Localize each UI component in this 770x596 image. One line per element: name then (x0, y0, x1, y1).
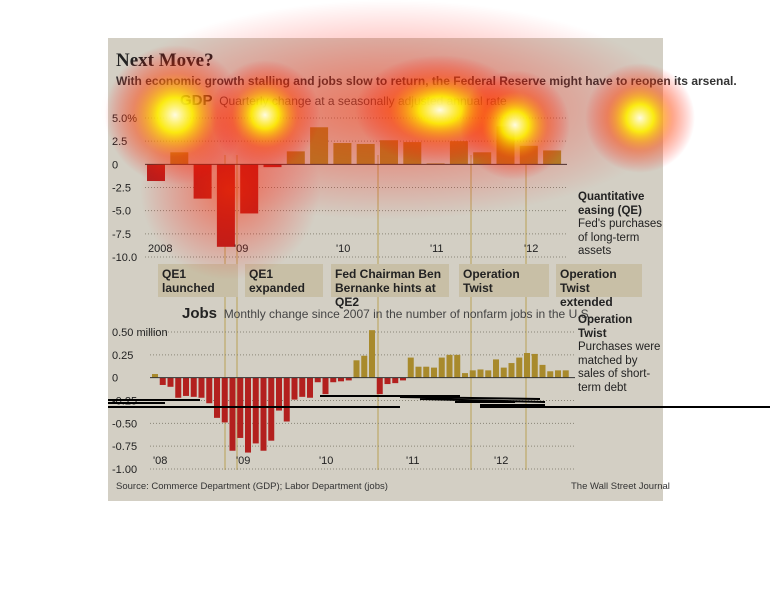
jobs-bar (314, 377, 321, 383)
jobs-bar (353, 360, 360, 378)
jobs-bar (175, 377, 182, 398)
jobs-bar (345, 377, 352, 381)
jobs-bar (407, 357, 414, 378)
jobs-bar (214, 377, 220, 418)
jobs-bar (322, 377, 329, 395)
jobs-bar (539, 364, 546, 378)
jobs-bar (555, 370, 561, 378)
jobs-title: Jobs (182, 305, 218, 322)
jobs-heading: Jobs Monthly change since 2007 in the nu… (182, 305, 592, 322)
jobs-bar (384, 377, 391, 385)
jobs-bar (493, 359, 499, 378)
jobs-bar (469, 370, 476, 378)
gdp-ytick-label: -10.0 (112, 252, 137, 264)
jobs-bar (276, 377, 282, 411)
jobs-xtick-label: '09 (236, 455, 250, 467)
jobs-xtick-label: '12 (494, 455, 508, 467)
jobs-bar (361, 355, 368, 378)
jobs-bar (438, 357, 445, 378)
jobs-ytick-label: -1.00 (112, 464, 137, 476)
twist-title: Operation Twist (578, 314, 633, 340)
jobs-ytick-label: -0.50 (112, 418, 137, 430)
jobs-subtitle: Monthly change since 2007 in the number … (223, 307, 592, 321)
jobs-bar (415, 366, 422, 378)
credit: The Wall Street Journal (571, 481, 670, 492)
jobs-bar (508, 363, 515, 378)
jobs-bar (446, 354, 453, 378)
jobs-ytick-label: -0.75 (112, 441, 137, 453)
gdp-xtick-label: '12 (524, 243, 538, 255)
jobs-bar (477, 369, 484, 378)
qe-text: Fed's purchases of long-term assets (578, 218, 663, 257)
source-note: Source: Commerce Department (GDP); Labor… (116, 481, 388, 492)
event-operation-twist: Operation Twist (459, 264, 549, 297)
jobs-bar (167, 377, 174, 387)
jobs-bar (423, 366, 430, 378)
jobs-bar (206, 377, 213, 404)
jobs-bar (307, 377, 313, 398)
jobs-ytick-label: 0.50 million (112, 327, 168, 339)
event-qe2-hint: Fed Chairman Ben Bernanke hints at QE2 (331, 264, 449, 309)
jobs-bar (454, 354, 461, 378)
jobs-bar (462, 373, 468, 378)
gdp-xtick-label: '11 (430, 243, 444, 255)
jobs-bar (159, 377, 166, 385)
twist-text: Purchases were matched by sales of short… (578, 341, 661, 394)
jobs-bar (524, 353, 530, 378)
jobs-bar (283, 377, 290, 422)
jobs-bar (190, 377, 197, 397)
jobs-bar (338, 377, 344, 382)
jobs-bar (268, 377, 275, 441)
jobs-bar (260, 377, 267, 451)
jobs-bar (500, 367, 507, 378)
jobs-bar (547, 371, 554, 378)
jobs-bar (376, 377, 383, 395)
gdp-ytick-label: -7.5 (112, 229, 131, 241)
jobs-xtick-label: '08 (153, 455, 167, 467)
jobs-bar (245, 377, 251, 453)
twist-annotation: Operation Twist Purchases were matched by… (578, 314, 663, 395)
jobs-bar (392, 377, 399, 384)
jobs-bar (291, 377, 298, 400)
jobs-xtick-label: '10 (319, 455, 333, 467)
jobs-bar (330, 377, 337, 383)
jobs-bar (400, 377, 406, 381)
jobs-xtick-label: '11 (406, 455, 420, 467)
jobs-bar (152, 374, 158, 378)
jobs-bar (252, 377, 259, 444)
gdp-xtick-label: '10 (336, 243, 350, 255)
jobs-bar (198, 377, 205, 398)
jobs-bar (531, 353, 538, 378)
jobs-bar (221, 377, 228, 423)
jobs-ytick-label: 0.25 (112, 350, 133, 362)
jobs-ytick-label: 0 (112, 373, 118, 385)
event-operation-twist-extended: Operation Twist extended (556, 264, 642, 309)
jobs-bar (229, 377, 236, 451)
jobs-bar (485, 370, 492, 378)
jobs-bar (431, 367, 437, 378)
jobs-bar (516, 357, 523, 378)
jobs-bar (562, 370, 569, 378)
jobs-bar (183, 377, 189, 396)
jobs-bar (369, 330, 375, 378)
jobs-bar (299, 377, 306, 397)
jobs-ytick-label: -0.25 (112, 396, 137, 408)
